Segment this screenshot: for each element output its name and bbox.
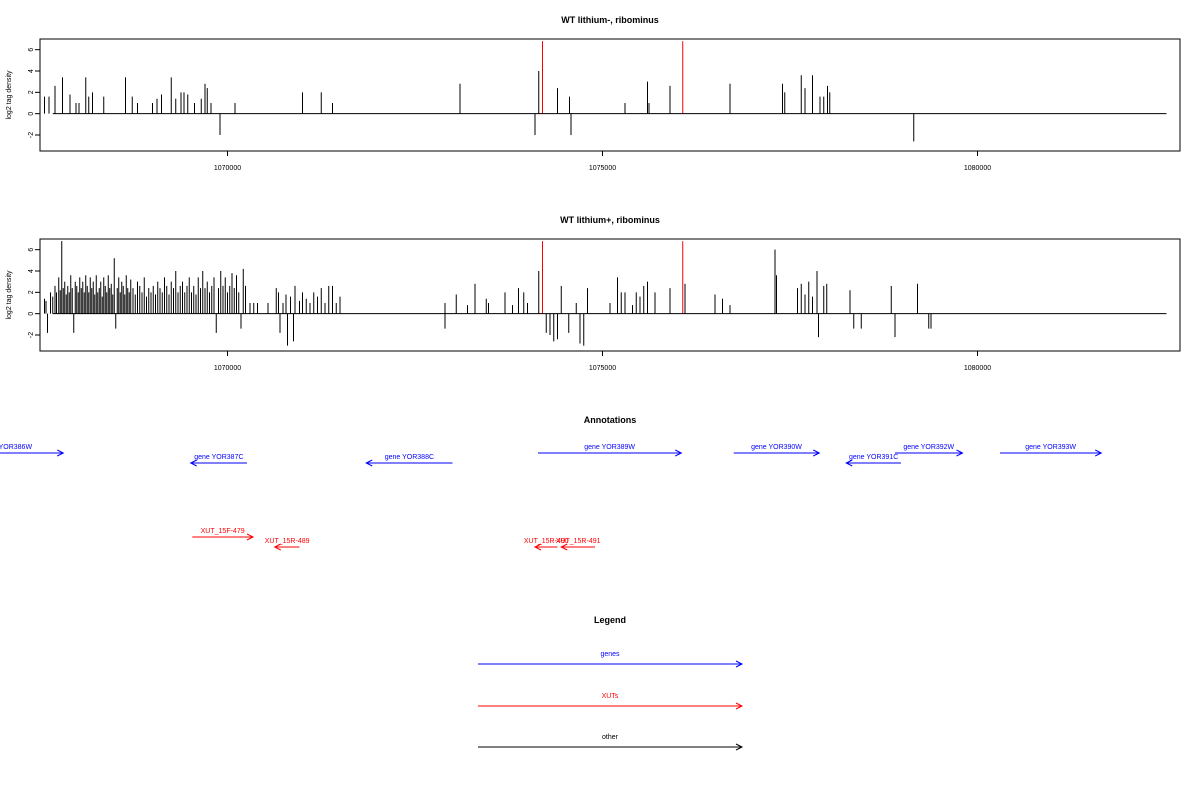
bars — [44, 241, 932, 346]
gene-label: gene YOR392W — [903, 444, 954, 451]
legend-label: XUTs — [602, 693, 619, 700]
y-tick-label: 0 — [28, 312, 35, 316]
legend-arrow-head — [735, 660, 744, 668]
annotations-title: Annotations — [584, 415, 637, 425]
gene-arrow-head — [675, 449, 683, 457]
legend-label: genes — [600, 651, 620, 658]
gene-label: gene YOR387C — [194, 454, 243, 461]
gene-label: gene YOR386W — [0, 444, 32, 451]
y-tick-label: -2 — [28, 132, 35, 138]
bars — [44, 41, 915, 142]
panel-title: WT lithium+, ribominus — [560, 215, 660, 225]
plot-frame — [39, 238, 1181, 352]
y-tick-label: 4 — [28, 269, 35, 273]
y-tick-label: 0 — [28, 112, 35, 116]
y-tick-label: 2 — [28, 90, 35, 94]
legend-title: Legend — [594, 615, 626, 625]
xut-arrow-head — [560, 543, 568, 551]
gene-arrow-head — [189, 459, 197, 467]
y-axis-label: log2 tag density — [6, 70, 13, 120]
gene-label: gene YOR390W — [751, 444, 802, 451]
gene-label: gene YOR388C — [385, 454, 434, 461]
y-axis-label: log2 tag density — [6, 270, 13, 320]
gene-label: gene YOR389W — [584, 444, 635, 451]
x-tick-label: 1070000 — [214, 365, 241, 372]
xut-arrow-head — [273, 543, 281, 551]
y-tick-label: 6 — [28, 48, 35, 52]
x-tick-label: 1080000 — [964, 365, 991, 372]
axis-ticks: -2 0 2 4 6 1070000 1075000 1080000 — [28, 48, 991, 172]
gene-arrow-head — [365, 459, 373, 467]
track-panel-lithium-plus: WT lithium+, ribominus log2 tag density … — [6, 215, 1181, 372]
xut-label: XUT_15F-479 — [201, 528, 245, 535]
y-tick-label: 2 — [28, 290, 35, 294]
gene-arrow-head — [1095, 449, 1103, 457]
panel-title: WT lithium-, ribominus — [561, 15, 659, 25]
axis-ticks: -2 0 2 4 6 1070000 1075000 1080000 — [28, 248, 991, 372]
legend: Legend genes XUTs other — [478, 615, 744, 751]
gene-label: gene YOR391C — [849, 454, 898, 461]
xut-arrow-head — [246, 533, 255, 541]
legend-arrow-head — [735, 743, 744, 751]
gene-label: gene YOR393W — [1025, 444, 1076, 451]
legend-items: genes XUTs other — [478, 651, 744, 751]
legend-label: other — [602, 734, 619, 741]
xut-label: XUT_15R-491 — [556, 538, 601, 545]
gene-arrow-head — [845, 459, 853, 467]
xut-arrow-head — [533, 543, 542, 551]
xut-label: XUT_15R-490 — [524, 538, 569, 545]
track-panel-lithium-minus: WT lithium-, ribominus log2 tag density … — [6, 15, 1181, 172]
gene-arrow-head — [956, 449, 964, 457]
xut-label: XUT_15R-489 — [265, 538, 310, 545]
legend-arrow-head — [735, 702, 744, 710]
x-tick-label: 1080000 — [964, 165, 991, 172]
x-tick-label: 1075000 — [589, 365, 616, 372]
annotation-features: gene YOR386W gene YOR387C gene YOR388C gene… — [0, 444, 1103, 551]
y-tick-label: 4 — [28, 69, 35, 73]
y-tick-label: 6 — [28, 248, 35, 252]
plot-frame — [39, 38, 1181, 152]
y-tick-label: -2 — [28, 332, 35, 338]
x-tick-label: 1070000 — [214, 165, 241, 172]
x-tick-label: 1075000 — [589, 165, 616, 172]
gene-arrow-head — [57, 449, 65, 457]
gene-arrow-head — [813, 449, 821, 457]
